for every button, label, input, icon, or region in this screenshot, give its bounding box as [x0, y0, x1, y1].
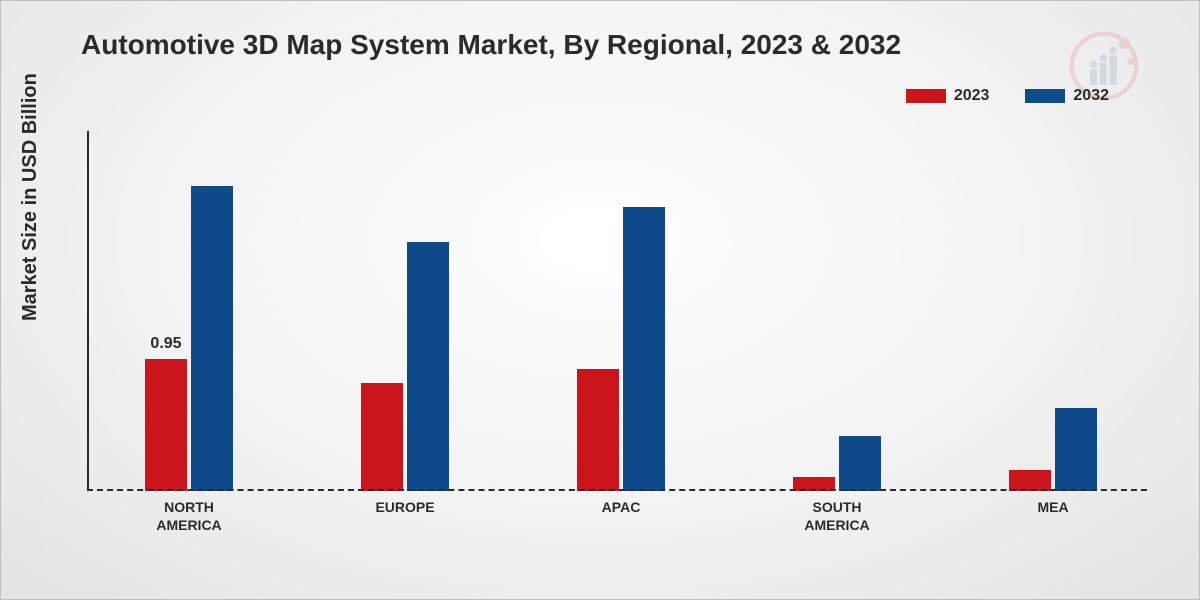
legend: 2023 2032 — [906, 87, 1109, 105]
bar-group — [145, 186, 233, 491]
y-axis-line — [87, 131, 89, 491]
x-axis-category-label: EUROPE — [325, 499, 485, 517]
bar — [1055, 408, 1097, 491]
bar-group — [793, 436, 881, 491]
bar — [145, 359, 187, 491]
x-axis-category-label: MEA — [973, 499, 1133, 517]
bar — [577, 369, 619, 491]
y-axis-label: Market Size in USD Billion — [19, 73, 42, 321]
legend-swatch-2023 — [906, 89, 946, 103]
legend-label-2032: 2032 — [1073, 87, 1109, 105]
x-axis-category-label: APAC — [541, 499, 701, 517]
bar — [407, 242, 449, 491]
legend-item-2032: 2032 — [1025, 87, 1109, 105]
bar — [623, 207, 665, 491]
legend-label-2023: 2023 — [954, 87, 990, 105]
x-axis-category-label: NORTHAMERICA — [109, 499, 269, 534]
legend-item-2023: 2023 — [906, 87, 990, 105]
plot-area: NORTHAMERICAEUROPEAPACSOUTHAMERICAMEA0.9… — [87, 131, 1147, 491]
x-axis-baseline — [87, 489, 1147, 491]
bar-group — [577, 207, 665, 491]
x-axis-category-label: SOUTHAMERICA — [757, 499, 917, 534]
bar — [839, 436, 881, 491]
bar — [191, 186, 233, 491]
bar-group — [361, 242, 449, 491]
bar-group — [1009, 408, 1097, 491]
bar — [361, 383, 403, 491]
bar — [1009, 470, 1051, 491]
legend-swatch-2032 — [1025, 89, 1065, 103]
chart-title: Automotive 3D Map System Market, By Regi… — [81, 29, 901, 61]
